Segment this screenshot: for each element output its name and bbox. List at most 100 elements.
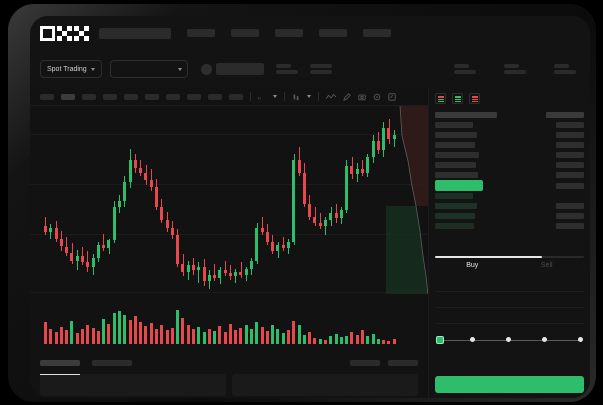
orderbook-ask-row[interactable]: [435, 160, 584, 170]
candle-wick: [230, 265, 232, 280]
top-navigation-bar: [30, 16, 590, 50]
candle-body: [324, 219, 328, 227]
timeframe-4[interactable]: [124, 93, 138, 100]
volume-bar: [318, 339, 322, 344]
orderbook-ask-row[interactable]: [435, 170, 584, 180]
orderbook-bid-row[interactable]: [435, 221, 584, 231]
volume-bar: [324, 340, 328, 344]
timeframe-2[interactable]: [82, 93, 96, 100]
slider-stop-25[interactable]: [470, 337, 475, 342]
orders-tab-0[interactable]: [40, 360, 80, 366]
orderbook-ask-row[interactable]: [435, 150, 584, 160]
ask-price: [435, 142, 475, 148]
slider-stop-75[interactable]: [542, 337, 547, 342]
volume-bar: [96, 330, 100, 344]
orderbook-header: [435, 110, 584, 120]
orderbook-ask-row[interactable]: [435, 130, 584, 140]
timeframe-1[interactable]: [61, 93, 75, 100]
orderbook-ask-row[interactable]: [435, 120, 584, 130]
candle-body: [292, 159, 296, 242]
ask-price: [435, 162, 476, 168]
volume-bar: [102, 318, 106, 344]
orders-panel: [30, 354, 428, 398]
pair-info-bar: Spot Trading: [30, 50, 590, 88]
candle-body: [287, 241, 291, 249]
tab-track: [435, 256, 584, 258]
orders-tab-1[interactable]: [92, 360, 132, 366]
candle-body: [308, 204, 312, 217]
chevron-down-icon[interactable]: [273, 95, 277, 98]
search-input[interactable]: [99, 27, 171, 39]
volume-bar: [376, 338, 380, 344]
timeframe-3[interactable]: [103, 93, 117, 100]
fullscreen-icon[interactable]: [388, 92, 396, 101]
volume-bar: [265, 330, 269, 344]
pencil-icon[interactable]: [343, 92, 351, 101]
nav-item-3[interactable]: [319, 29, 347, 37]
price-chart[interactable]: [30, 106, 428, 354]
timeframe-9[interactable]: [229, 93, 243, 100]
volume-bar: [250, 329, 254, 344]
indicators-icon[interactable]: ıı: [258, 93, 266, 101]
orderbook-toggle-asks-icon[interactable]: [469, 93, 480, 104]
chart-type-icon[interactable]: [292, 93, 300, 101]
candle-body: [313, 216, 317, 223]
volume-bar: [170, 327, 174, 344]
market-stat-2-value: [554, 70, 576, 74]
nav-item-0[interactable]: [187, 29, 215, 37]
orderbook-bid-row[interactable]: [435, 191, 584, 201]
nav-item-1[interactable]: [231, 29, 259, 37]
order-field-price[interactable]: [435, 276, 584, 292]
candle-wick: [66, 237, 68, 256]
timeframe-7[interactable]: [187, 93, 201, 100]
candle-body: [197, 266, 201, 271]
order-field-total[interactable]: [435, 308, 584, 324]
market-stat-0-value: [454, 70, 476, 74]
slider-handle[interactable]: [436, 335, 444, 344]
amount-slider[interactable]: [435, 334, 584, 348]
nav-item-4[interactable]: [363, 29, 391, 37]
candle-body: [260, 227, 264, 233]
candle-wick: [282, 237, 284, 252]
timeframe-5[interactable]: [145, 93, 159, 100]
pair-select[interactable]: [109, 60, 188, 78]
timeframe-0[interactable]: [40, 93, 54, 100]
orders-action-1[interactable]: [388, 360, 418, 366]
tab-sell[interactable]: Sell: [540, 262, 553, 269]
order-field-amount[interactable]: [435, 292, 584, 308]
candle-body: [144, 172, 148, 181]
camera-icon[interactable]: [358, 93, 366, 101]
orders-action-0[interactable]: [350, 360, 380, 366]
submit-buy-button[interactable]: [435, 376, 584, 393]
slider-stop-100[interactable]: [578, 337, 583, 342]
bid-price: [435, 203, 477, 209]
tab-buy[interactable]: Buy: [466, 262, 479, 269]
nav-item-2[interactable]: [275, 29, 303, 37]
orderbook-bid-row[interactable]: [435, 211, 584, 221]
candle-body: [80, 255, 84, 263]
magnet-icon[interactable]: [373, 93, 381, 101]
orderbook-toggle-both-icon[interactable]: [435, 93, 446, 104]
okx-logo-icon[interactable]: [40, 25, 89, 41]
orderbook-ask-row[interactable]: [435, 140, 584, 150]
timeframe-8[interactable]: [208, 93, 222, 100]
market-stat-0-label: [454, 64, 469, 68]
orderbook-toggle-bids-icon[interactable]: [452, 93, 463, 104]
market-stats-group: [454, 64, 580, 74]
volume-series: [30, 306, 428, 344]
volume-bar: [334, 333, 338, 344]
candle-body: [149, 180, 153, 187]
line-tool-icon[interactable]: [326, 93, 336, 101]
coin-avatar: [200, 63, 212, 75]
volume-bar: [281, 333, 285, 344]
candle-body: [366, 156, 370, 173]
trading-mode-select[interactable]: Spot Trading: [40, 60, 102, 78]
slider-stop-50[interactable]: [506, 337, 511, 342]
chevron-down-icon[interactable]: [307, 95, 311, 98]
volume-bar: [313, 337, 317, 344]
timeframe-6[interactable]: [166, 93, 180, 100]
orders-card-1[interactable]: [232, 374, 418, 396]
orders-card-0[interactable]: [40, 374, 226, 396]
pair-stat-1-label: [309, 64, 332, 68]
orderbook-bid-row[interactable]: [435, 201, 584, 211]
